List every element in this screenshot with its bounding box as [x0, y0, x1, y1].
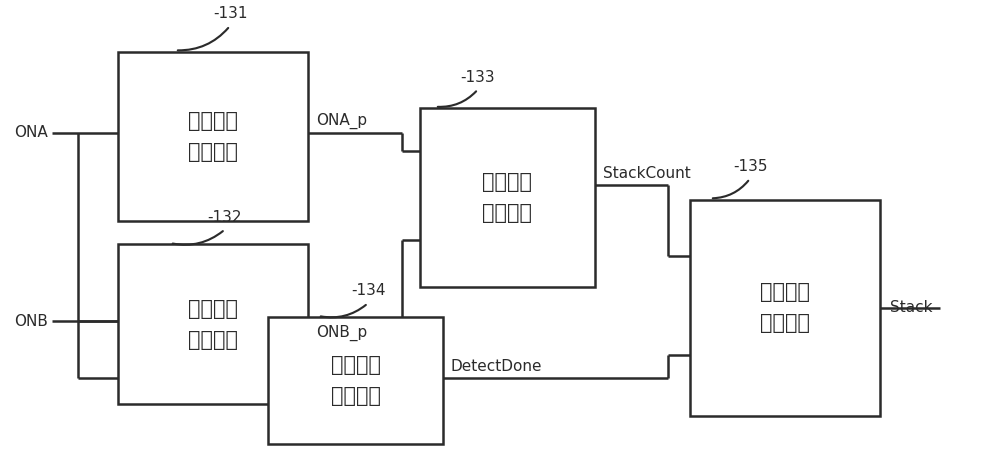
- Text: ONA: ONA: [14, 125, 48, 141]
- Text: -133: -133: [461, 70, 495, 85]
- Text: -131: -131: [213, 6, 247, 21]
- Text: -132: -132: [208, 210, 242, 225]
- Text: 并联检测
计数电路: 并联检测 计数电路: [482, 172, 532, 223]
- Bar: [268, 317, 443, 444]
- Text: -134: -134: [351, 283, 385, 298]
- Text: Stack: Stack: [890, 300, 932, 315]
- Bar: [420, 108, 595, 287]
- Text: 并联判断
锁存电路: 并联判断 锁存电路: [760, 282, 810, 333]
- Bar: [118, 52, 308, 221]
- Text: 开关周期
计数电路: 开关周期 计数电路: [331, 355, 381, 406]
- Text: ONB: ONB: [14, 313, 48, 329]
- Bar: [690, 200, 880, 416]
- Text: ONB_p: ONB_p: [316, 325, 367, 341]
- Text: 第一边沿
触发电路: 第一边沿 触发电路: [188, 111, 238, 162]
- Bar: [118, 244, 308, 404]
- Text: 第二边沿
触发电路: 第二边沿 触发电路: [188, 299, 238, 350]
- Text: ONA_p: ONA_p: [316, 113, 367, 129]
- Text: -135: -135: [733, 159, 767, 174]
- Text: StackCount: StackCount: [603, 165, 691, 180]
- Text: DetectDone: DetectDone: [451, 359, 542, 374]
